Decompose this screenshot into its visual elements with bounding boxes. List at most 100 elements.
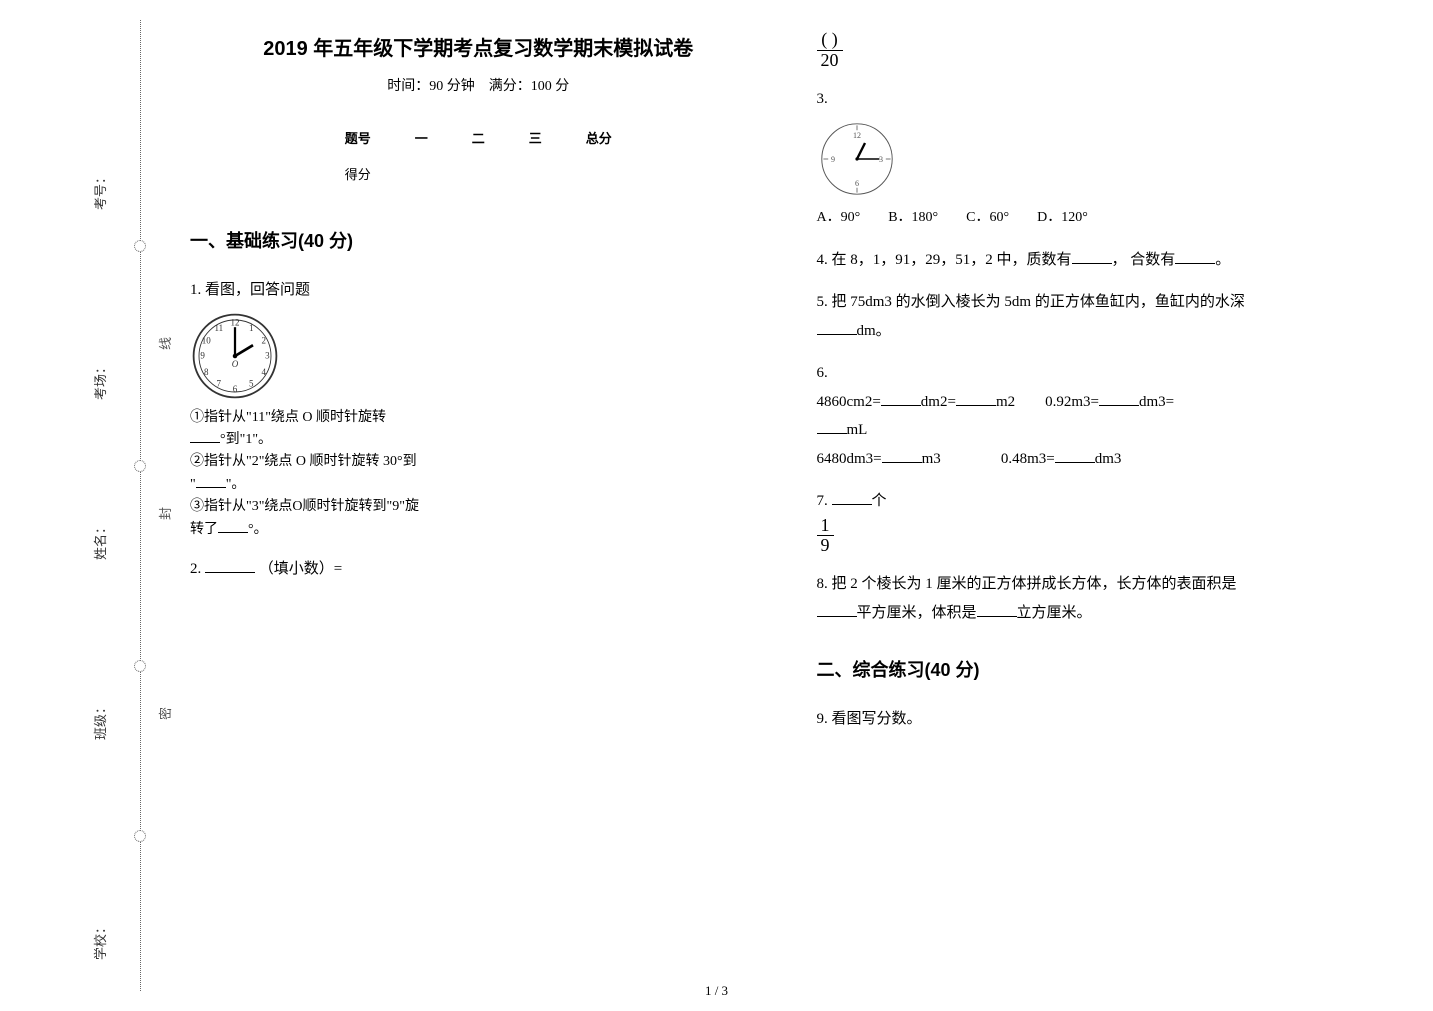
section-2-heading: 二、综合练习(40 分) [817,653,1394,687]
question-8: 8. 把 2 个棱长为 1 厘米的正方体拼成长方体，长方体的表面积是 平方厘米，… [817,570,1394,627]
q5-num: 5. [817,294,828,310]
svg-text:7: 7 [217,378,222,388]
q1-s1a: ①指针从"11"绕点 O 顺时针旋转 [190,410,386,425]
question-5: 5. 把 75dm3 的水倒入棱长为 5dm 的正方体鱼缸内，鱼缸内的水深 dm… [817,288,1394,345]
blank [1072,249,1112,264]
blank [977,602,1017,617]
score-col-total: 总分 [564,121,634,158]
q9-num: 9. [817,711,828,727]
q8-a: 把 2 个棱长为 1 厘米的正方体拼成长方体，长方体的表面积是 [832,576,1237,592]
score-header-row: 题号 一 二 三 总分 [323,121,634,158]
q1-sub2: ②指针从"2"绕点 O 顺时针旋转 30°到 ""。 [190,451,430,496]
score-col-label: 题号 [323,121,393,158]
q4-num: 4. [817,252,828,268]
q3-options: A．90° B．180° C．60° D．120° [817,205,1394,232]
binding-circle [134,240,146,252]
q4-a: 在 8，1，91，29，51，2 中，质数有 [832,252,1072,268]
blank [196,474,226,488]
score-col-2: 二 [450,121,507,158]
binding-seal-feng: 封 [155,507,174,520]
q1-sub1: ①指针从"11"绕点 O 顺时针旋转 °到"1"。 [190,407,430,452]
page-number: 1 / 3 [705,983,728,999]
blank [1055,448,1095,463]
score-cell [564,157,634,194]
q6-line2: 6480dm3=m3 0.48m3=dm3 [817,445,1394,474]
svg-text:3: 3 [265,350,270,360]
q9-text: 看图写分数。 [832,711,922,727]
blank [817,320,857,335]
blank [817,602,857,617]
q7-num: 7. [817,493,828,509]
q7-fraction: 1 9 [817,516,834,557]
svg-text:5: 5 [249,378,254,388]
svg-text:2: 2 [262,335,267,345]
q1-s3a: ③指针从"3"绕点O顺时针旋转到"9"旋 [190,499,419,514]
q1-s3c: °。 [248,522,268,537]
q2-frac-num: ( ) [817,30,843,51]
page-content: 2019 年五年级下学期考点复习数学期末模拟试卷 时间：90 分钟 满分：100… [190,30,1393,971]
question-4: 4. 在 8，1，91，29，51，2 中，质数有 ， 合数有 。 [817,246,1394,275]
binding-field-room: 考场： [90,361,109,400]
question-2-frac: ( ) 20 [817,30,1394,71]
svg-text:8: 8 [204,367,209,377]
binding-circle [134,460,146,472]
q1-s2c: "。 [226,477,246,492]
q6-line1: 4860cm2=dm2=m2 0.92m3=dm3=mL [817,388,1394,445]
blank [881,391,921,406]
binding-circle [134,830,146,842]
binding-field-name: 姓名： [90,521,109,560]
page-subtitle: 时间：90 分钟 满分：100 分 [190,74,767,101]
svg-text:1: 1 [249,322,254,332]
q4-b: ， 合数有 [1112,252,1176,268]
q6-l1d: 0.92m3= [1045,394,1099,410]
q6-l1f: mL [847,422,868,438]
q6-l1b: dm2= [921,394,956,410]
q6-l2c: 0.48m3= [1001,451,1055,467]
blank [882,448,922,463]
q1-s1b: °到"1"。 [220,432,272,447]
section-1-heading: 一、基础练习(40 分) [190,224,767,258]
svg-text:O: O [232,358,239,368]
q3-clock-icon: 123 69 [817,119,897,199]
blank [218,519,248,533]
question-3: 3. 123 69 A．90° B．180° C．60° D．120° [817,85,1394,232]
score-table: 题号 一 二 三 总分 得分 [323,121,634,194]
q1-sub3: ③指针从"3"绕点O顺时针旋转到"9"旋 转了°。 [190,496,430,541]
q5-b: dm。 [857,323,891,339]
q2-a: （填小数）= [259,561,342,577]
q7-frac-num: 1 [817,516,834,537]
binding-field-school: 学校： [90,921,109,960]
score-cell [507,157,564,194]
q1-clock-icon: 1212 345 678 91011 O [190,311,280,401]
binding-field-id: 考号： [90,171,109,210]
q2-fraction: ( ) 20 [817,30,843,71]
binding-dotted-line [140,20,141,991]
score-row-label: 得分 [323,157,393,194]
question-7: 7. 个 1 9 [817,487,1394,556]
question-6: 6. 4860cm2=dm2=m2 0.92m3=dm3=mL 6480dm3=… [817,359,1394,473]
binding-field-class: 班级： [90,701,109,740]
column-left: 2019 年五年级下学期考点复习数学期末模拟试卷 时间：90 分钟 满分：100… [190,30,767,971]
svg-text:6: 6 [233,384,238,394]
q2-frac-den: 20 [817,51,843,71]
q1-s2a: ②指针从"2"绕点 O 顺时针旋转 30°到 [190,454,417,469]
svg-text:10: 10 [202,335,212,345]
q4-c: 。 [1215,252,1230,268]
q5-a: 把 75dm3 的水倒入棱长为 5dm 的正方体鱼缸内，鱼缸内的水深 [832,294,1245,310]
q1-text: 看图，回答问题 [205,282,310,298]
question-9: 9. 看图写分数。 [817,705,1394,734]
q6-l2a: 6480dm3= [817,451,882,467]
svg-text:9: 9 [200,350,205,360]
column-right: ( ) 20 3. 123 69 A．90° B．180 [817,30,1394,971]
svg-text:6: 6 [855,179,859,188]
q8-c: 立方厘米。 [1017,605,1092,621]
blank [956,391,996,406]
q2-num: 2. [190,561,201,577]
q1-num: 1. [190,282,201,298]
score-col-3: 三 [507,121,564,158]
question-1: 1. 看图，回答问题 1212 345 678 91011 O ①指针从"11"… [190,276,767,541]
page-title: 2019 年五年级下学期考点复习数学期末模拟试卷 [190,30,767,68]
blank [190,429,220,443]
binding-seal-mi: 密 [155,707,174,720]
q8-b: 平方厘米，体积是 [857,605,977,621]
